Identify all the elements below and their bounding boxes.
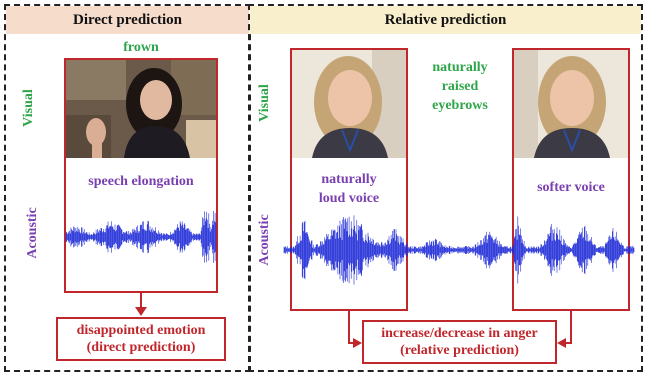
- loud-voice-line2: loud voice: [318, 191, 380, 206]
- loud-voice-line1: naturally: [321, 172, 377, 187]
- acoustic-label-relative: Acoustic: [257, 214, 272, 266]
- visual-label-relative: Visual: [257, 84, 272, 122]
- raised-eyebrows-cue: naturally raised eyebrows: [410, 58, 510, 115]
- relative-output-line2: (relative prediction): [400, 343, 519, 358]
- relative-output-box: increase/decrease in anger (relative pre…: [362, 320, 557, 364]
- raised-eyebrows-line3: eyebrows: [432, 98, 488, 113]
- waveform-trace: [65, 211, 217, 263]
- acoustic-label-direct: Acoustic: [25, 207, 40, 259]
- direct-output-line2: (direct prediction): [86, 340, 196, 355]
- softer-voice-cue: softer voice: [537, 180, 605, 195]
- raised-eyebrows-line1: naturally: [432, 60, 488, 75]
- direct-output-line1: disappointed emotion: [76, 323, 206, 338]
- direct-prediction-panel: [4, 4, 251, 372]
- right-arrow-icon: [557, 311, 572, 348]
- relative-prediction-panel: [248, 4, 643, 372]
- relative-speaker-photo-left: [292, 50, 406, 158]
- direct-cue-box: [64, 58, 218, 293]
- frown-cue: frown: [123, 40, 159, 55]
- visual-label-direct: Visual: [21, 89, 36, 127]
- relative-waveform: [283, 215, 635, 285]
- relative-output-line1: increase/decrease in anger: [381, 326, 538, 341]
- direct-waveform: [65, 211, 217, 263]
- speech-elongation-cue: speech elongation: [88, 174, 194, 189]
- raised-eyebrows-line2: raised: [441, 79, 479, 94]
- relative-speaker-photo-right: [514, 50, 628, 158]
- direct-prediction-header: Direct prediction: [6, 6, 249, 34]
- relative-cue-box-right: [512, 48, 630, 311]
- waveform-trace: [283, 215, 635, 285]
- left-arrow-icon: [348, 311, 362, 348]
- direct-speaker-photo: [66, 60, 216, 158]
- relative-cue-box-left: [290, 48, 408, 311]
- relative-prediction-header: Relative prediction: [250, 6, 641, 34]
- loud-voice-cue: naturally loud voice: [292, 170, 406, 208]
- down-arrow-icon: [135, 293, 147, 316]
- direct-output-box: disappointed emotion (direct prediction): [56, 317, 226, 361]
